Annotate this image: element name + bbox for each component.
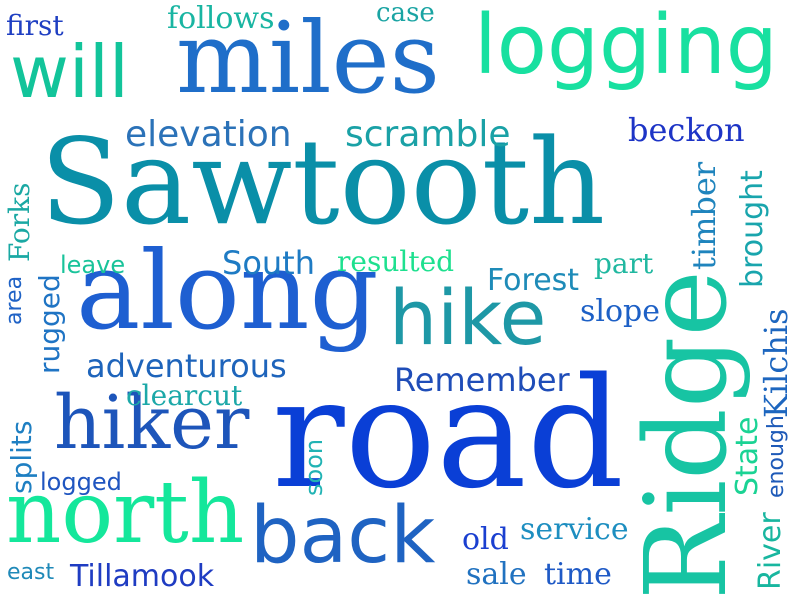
- word-part: part: [594, 247, 654, 280]
- word-forks: Forks: [3, 182, 36, 262]
- word-area: area: [2, 275, 27, 325]
- word-elevation: elevation: [125, 114, 292, 155]
- word-state: State: [730, 416, 765, 496]
- word-miles: miles: [176, 2, 440, 116]
- word-old: old: [462, 522, 509, 557]
- word-brought: brought: [735, 170, 770, 288]
- word-timber: timber: [685, 161, 723, 270]
- word-kilchis: Kilchis: [757, 308, 795, 418]
- word-back: back: [250, 491, 436, 581]
- word-leave: leave: [60, 251, 126, 279]
- word-follows: follows: [167, 1, 275, 36]
- word-time: time: [544, 557, 612, 592]
- word-forest: Forest: [487, 263, 580, 298]
- word-rugged: rugged: [33, 274, 66, 374]
- word-logged: logged: [40, 468, 122, 496]
- word-hike: hike: [389, 273, 547, 362]
- word-sawtooth: Sawtooth: [40, 113, 606, 251]
- word-slope: slope: [580, 294, 661, 329]
- word-hiker: hiker: [54, 380, 250, 466]
- word-service: service: [520, 512, 629, 547]
- word-sale: sale: [466, 557, 527, 592]
- word-remember: Remember: [394, 361, 570, 399]
- word-scramble: scramble: [345, 114, 511, 155]
- word-will: will: [10, 30, 129, 114]
- word-along: along: [76, 229, 379, 354]
- word-enough: enough: [764, 415, 789, 498]
- word-road: road: [272, 345, 625, 522]
- word-logging: logging: [474, 0, 778, 93]
- word-resulted: resulted: [337, 245, 455, 278]
- word-case: case: [376, 0, 435, 28]
- word-splits: splits: [5, 420, 38, 495]
- word-tillamook: Tillamook: [70, 559, 215, 594]
- word-adventurous: adventurous: [86, 347, 287, 385]
- word-soon: soon: [300, 438, 328, 496]
- word-east: east: [7, 560, 55, 585]
- word-first: first: [6, 9, 64, 42]
- word-beckon: beckon: [628, 111, 745, 149]
- word-river: River: [753, 512, 788, 590]
- word-north: north: [6, 463, 245, 563]
- word-clearcut: clearcut: [126, 379, 243, 412]
- word-south: South: [222, 244, 315, 282]
